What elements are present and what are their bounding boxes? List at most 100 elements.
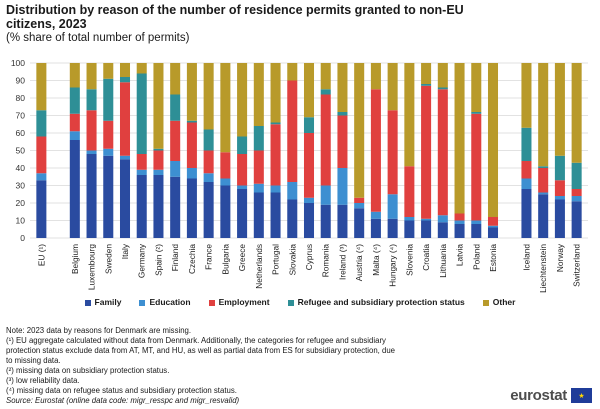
bar-segment <box>237 189 248 238</box>
bar-segment <box>387 110 398 195</box>
note-line: Note: 2023 data by reasons for Denmark a… <box>6 326 192 335</box>
bar-segment <box>287 182 298 200</box>
bar-segment <box>36 136 47 174</box>
bar-segment <box>521 63 532 128</box>
bar-segment <box>554 155 565 181</box>
x-tick-label: Finland <box>170 244 180 272</box>
bar-segment <box>421 218 432 221</box>
bar-segment <box>69 131 80 140</box>
y-tick-label: 70 <box>16 111 26 121</box>
bar-segment <box>538 63 549 167</box>
bar-segment <box>387 194 398 219</box>
x-tick-label: Norway <box>555 243 565 272</box>
chart-title: Distribution by reason of the number of … <box>6 3 464 31</box>
bar-segment <box>36 173 47 181</box>
bar-segment <box>454 213 465 221</box>
bar-segment <box>370 218 381 238</box>
legend-swatch <box>287 299 294 306</box>
bar-segment <box>103 63 114 79</box>
note-line: to missing data. <box>6 356 61 365</box>
bar-segment <box>320 89 331 95</box>
bar-segment <box>203 182 214 238</box>
bar-segment <box>487 217 499 226</box>
bar-segment <box>538 194 549 238</box>
legend-swatch <box>208 299 215 306</box>
bar-segment <box>36 63 47 111</box>
bar-segment <box>36 180 47 238</box>
bar-segment <box>86 110 97 151</box>
bar-segment <box>521 178 532 189</box>
bar-segment <box>404 63 415 167</box>
bar-segment <box>86 150 97 154</box>
note-line: (²) missing data on subsidiary protectio… <box>6 366 170 375</box>
bar-segment <box>538 166 549 168</box>
x-tick-label: EU (¹) <box>36 244 46 266</box>
y-tick-label: 0 <box>20 233 25 243</box>
bar-segment <box>86 89 97 111</box>
bar-segment <box>237 185 248 189</box>
legend-swatch <box>139 299 146 306</box>
bar-segment <box>337 63 348 112</box>
bar-segment <box>153 150 164 170</box>
x-tick-label: Slovenia <box>404 244 414 276</box>
bar-segment <box>69 113 80 132</box>
eu-flag-icon: ★ <box>571 388 592 403</box>
bar-segment <box>203 129 214 151</box>
bar-segment <box>220 185 231 238</box>
bar-segment <box>170 94 181 121</box>
bar-segment <box>253 126 264 151</box>
bar-segment <box>136 175 147 238</box>
bar-segment <box>554 63 565 156</box>
legend-swatch <box>482 299 489 306</box>
chart-legend: Family Education Employment Refugee and sub… <box>0 297 600 307</box>
eurostat-logo: eurostat ★ <box>510 387 592 404</box>
bar-segment <box>237 63 248 137</box>
bar-segment <box>203 173 214 182</box>
bar-segment <box>170 63 181 95</box>
x-tick-label: Lithuania <box>438 244 448 278</box>
note-line: (⁴) missing data on refugee status and s… <box>6 386 237 395</box>
x-tick-label: Belgium <box>70 244 80 274</box>
bar-segment <box>454 224 465 238</box>
x-tick-label: Czechia <box>187 244 197 274</box>
y-tick-label: 30 <box>16 181 26 191</box>
bar-segment <box>554 196 565 200</box>
bar-segment <box>36 110 47 137</box>
bar-segment <box>370 211 381 219</box>
bar-segment <box>571 162 582 189</box>
bar-segment <box>354 203 365 209</box>
bar-segment <box>320 204 331 238</box>
bar-segment <box>136 63 147 74</box>
bar-segment <box>421 84 432 86</box>
legend-item: Employment <box>208 297 270 307</box>
bar-segment <box>337 168 348 205</box>
footnotes: Note: 2023 data by reasons for Denmark a… <box>6 326 476 406</box>
bar-segment <box>237 136 248 154</box>
bar-segment <box>437 215 448 223</box>
x-tick-label: Spain (²) <box>153 244 163 276</box>
bar-segment <box>454 220 465 224</box>
bar-segment <box>186 63 197 121</box>
bar-segment <box>186 168 197 179</box>
bar-segment <box>421 63 432 84</box>
bar-segment <box>437 89 448 216</box>
bar-segment <box>538 168 549 193</box>
legend-label: Education <box>149 297 191 307</box>
bar-segment <box>253 183 264 193</box>
bar-segment <box>136 154 147 170</box>
bar-segment <box>69 63 80 88</box>
bar-segment <box>303 133 315 198</box>
x-tick-label: Iceland <box>521 244 531 271</box>
bar-segment <box>86 63 97 90</box>
x-tick-label: France <box>204 244 214 270</box>
bar-segment <box>571 189 582 196</box>
bar-segment <box>354 197 365 203</box>
x-tick-label: Netherlands <box>254 244 264 289</box>
bar-segment <box>303 63 315 118</box>
bar-segment <box>153 148 164 151</box>
bar-segment <box>354 208 365 238</box>
bar-segment <box>320 94 331 186</box>
bar-segment <box>270 124 281 186</box>
bar-segment <box>421 220 432 238</box>
bar-segment <box>119 82 131 156</box>
